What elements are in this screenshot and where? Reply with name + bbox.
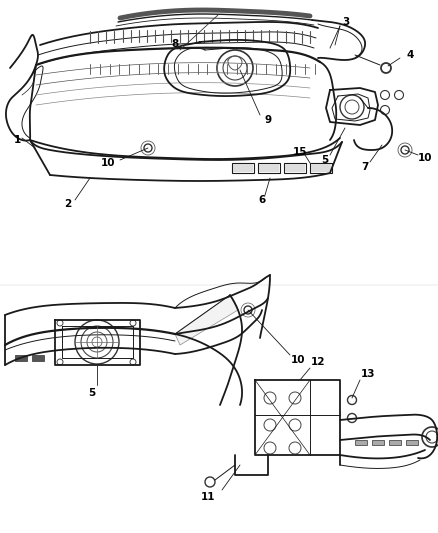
Polygon shape (175, 295, 238, 345)
Bar (32, 355, 44, 361)
Text: 10: 10 (291, 355, 305, 365)
Text: 3: 3 (343, 17, 350, 27)
Bar (372, 440, 384, 445)
Text: 2: 2 (64, 199, 72, 209)
Text: 9: 9 (265, 115, 272, 125)
Text: 10: 10 (101, 158, 115, 168)
Bar (389, 440, 401, 445)
Text: 10: 10 (418, 153, 432, 163)
Text: 7: 7 (361, 162, 369, 172)
Text: 15: 15 (293, 147, 307, 157)
Text: 4: 4 (406, 50, 413, 60)
Text: 11: 11 (201, 492, 215, 502)
Bar (406, 440, 418, 445)
Bar (259, 164, 279, 172)
Text: 13: 13 (361, 369, 375, 379)
Bar (284, 163, 306, 173)
Text: 1: 1 (14, 135, 21, 145)
Bar (310, 163, 332, 173)
Text: 6: 6 (258, 195, 265, 205)
Bar (311, 164, 331, 172)
Text: 5: 5 (321, 155, 328, 165)
Text: 8: 8 (171, 39, 179, 49)
Bar (258, 163, 280, 173)
Bar (355, 440, 367, 445)
Bar (233, 164, 253, 172)
Text: 12: 12 (311, 357, 325, 367)
Text: 5: 5 (88, 388, 95, 398)
Bar (15, 355, 27, 361)
Bar (285, 164, 305, 172)
Bar (232, 163, 254, 173)
